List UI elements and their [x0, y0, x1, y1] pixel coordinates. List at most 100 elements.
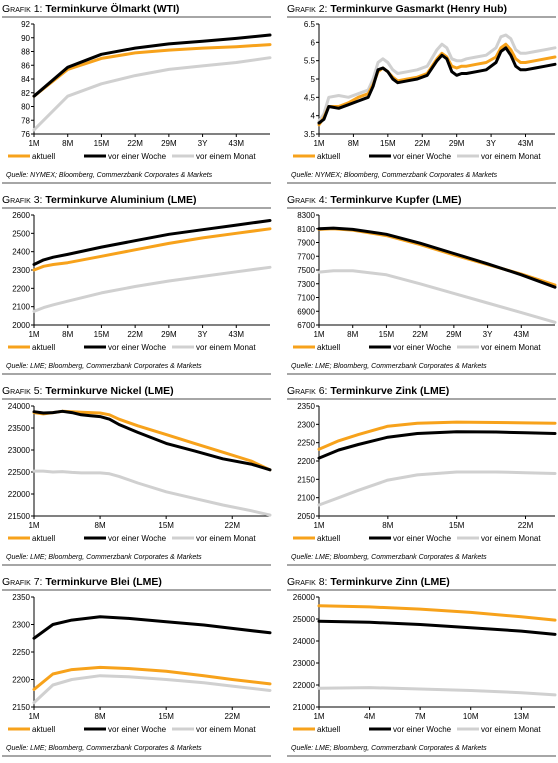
- chart-7: 2150 2200 2250 2300 2350 1M 8M 15M 22M aktuell vor…: [8, 593, 272, 734]
- chart-source-6: Quelle: LME; Bloomberg, Commerzbank Corp…: [291, 554, 487, 561]
- title-rule: [287, 398, 556, 400]
- y-tick-label: 2050: [297, 512, 315, 521]
- y-tick-label: 2500: [12, 229, 30, 238]
- y-tick-label: 2600: [12, 211, 30, 220]
- chart-panel-7: Grafik 7: Terminkurve Blei (LME) 2150 220…: [2, 575, 273, 763]
- source-rule: [287, 182, 556, 184]
- series-line-vor-einem-monat: [317, 33, 557, 123]
- chart-title-2: Grafik 2: Terminkurve Gasmarkt (Henry Hu…: [287, 3, 507, 15]
- x-tick-label: 1M: [28, 139, 39, 148]
- series-line-aktuell: [317, 604, 557, 622]
- x-tick-label: 15M: [158, 712, 174, 721]
- x-tick-label: 8M: [348, 139, 359, 148]
- x-tick-label: 8M: [95, 712, 106, 721]
- y-tick-label: 6.5: [304, 20, 316, 29]
- y-tick-label: 22000: [293, 681, 316, 690]
- series-line-vor-einer-woche: [32, 219, 272, 266]
- x-tick-label: 8M: [62, 330, 73, 339]
- y-tick-label: 92: [21, 20, 30, 29]
- series-line-vor-einer-woche: [32, 615, 272, 640]
- y-tick-label: 7500: [297, 266, 315, 275]
- y-tick-label: 23000: [8, 446, 31, 455]
- x-tick-label: 10M: [463, 712, 479, 721]
- y-tick-label: 22000: [8, 490, 31, 499]
- series-line-aktuell: [317, 420, 557, 451]
- legend-label-vor-einer-woche: vor einer Woche: [108, 343, 167, 352]
- legend-label-aktuell: aktuell: [32, 534, 55, 543]
- legend-label-vor-einer-woche: vor einer Woche: [108, 725, 167, 734]
- y-tick-label: 22500: [8, 468, 31, 477]
- series-line-vor-einer-woche: [317, 619, 557, 636]
- legend-label-aktuell: aktuell: [317, 152, 340, 161]
- y-tick-label: 2300: [12, 621, 30, 630]
- y-tick-label: 2300: [297, 420, 315, 429]
- legend-label-vor-einem-monat: vor einem Monat: [481, 725, 541, 734]
- chart-title-1: Grafik 1: Terminkurve Ölmarkt (WTI): [2, 3, 180, 15]
- x-tick-label: 43M: [514, 330, 530, 339]
- chart-2: 3.5 4 4.5 5 5.5 6 6.5 1M 8M 15M 22M 29M 3Y 43M aktuell…: [293, 20, 557, 161]
- series-line-vor-einem-monat: [32, 674, 272, 705]
- y-tick-label: 2300: [12, 266, 30, 275]
- chart-title-3: Grafik 3: Terminkurve Aluminium (LME): [2, 194, 197, 206]
- x-tick-label: 22M: [127, 330, 143, 339]
- legend-label-aktuell: aktuell: [32, 152, 55, 161]
- x-tick-label: 1M: [28, 521, 39, 530]
- series-line-vor-einem-monat: [32, 56, 272, 132]
- y-tick-label: 23500: [8, 424, 31, 433]
- y-tick-label: 24000: [8, 402, 31, 411]
- x-tick-label: 22M: [412, 330, 428, 339]
- y-tick-label: 23000: [293, 659, 316, 668]
- y-tick-label: 3.5: [304, 130, 316, 139]
- chart-panel-4: Grafik 4: Terminkurve Kupfer (LME) 6700 6…: [287, 193, 558, 381]
- y-tick-label: 24000: [293, 637, 316, 646]
- chart-4: 6700 6900 7100 7300 7500 7700 7900 8100 8300 1M 8M…: [293, 211, 557, 352]
- y-tick-label: 25000: [293, 615, 316, 624]
- chart-source-1: Quelle: NYMEX; Bloomberg, Commerzbank Co…: [6, 172, 213, 179]
- chart-1: 76 78 80 82 84 86 88 90 92 1M 8M 15M 22M 29M 3Y 43M aktu…: [8, 20, 272, 161]
- y-tick-label: 7300: [297, 280, 315, 289]
- y-tick-label: 2200: [297, 457, 315, 466]
- series-line-vor-einem-monat: [317, 269, 557, 324]
- x-tick-label: 1M: [313, 712, 324, 721]
- series-line-aktuell: [32, 43, 272, 98]
- y-tick-label: 6900: [297, 307, 315, 316]
- series-line-vor-einer-woche: [317, 430, 557, 460]
- legend-label-vor-einer-woche: vor einer Woche: [393, 152, 452, 161]
- x-tick-label: 3Y: [486, 139, 496, 148]
- series-line-vor-einer-woche: [317, 46, 557, 125]
- x-tick-label: 22M: [224, 521, 240, 530]
- x-tick-label: 1M: [28, 330, 39, 339]
- legend-label-aktuell: aktuell: [32, 725, 55, 734]
- title-rule: [2, 398, 271, 400]
- source-rule: [2, 755, 271, 757]
- chart-title-6: Grafik 6: Terminkurve Zink (LME): [287, 385, 450, 397]
- legend-label-vor-einem-monat: vor einem Monat: [196, 343, 256, 352]
- legend-label-vor-einem-monat: vor einem Monat: [481, 534, 541, 543]
- chart-title-8: Grafik 8: Terminkurve Zinn (LME): [287, 576, 450, 588]
- series-line-vor-einer-woche: [32, 33, 272, 98]
- x-tick-label: 29M: [449, 139, 465, 148]
- title-rule: [287, 207, 556, 209]
- chart-panel-6: Grafik 6: Terminkurve Zink (LME) 2050 210…: [287, 384, 558, 572]
- x-tick-label: 8M: [95, 521, 106, 530]
- chart-source-4: Quelle: LME; Bloomberg, Commerzbank Corp…: [291, 363, 487, 370]
- x-tick-label: 3Y: [198, 330, 208, 339]
- y-tick-label: 2100: [297, 494, 315, 503]
- chart-panel-1: Grafik 1: Terminkurve Ölmarkt (WTI) 76 78…: [2, 2, 273, 190]
- x-tick-label: 29M: [161, 330, 177, 339]
- x-tick-label: 13M: [514, 712, 530, 721]
- x-tick-label: 8M: [347, 330, 358, 339]
- y-tick-label: 5.5: [304, 57, 316, 66]
- y-tick-label: 21500: [8, 512, 31, 521]
- chart-panel-8: Grafik 8: Terminkurve Zinn (LME) 21000 22…: [287, 575, 558, 763]
- legend-label-vor-einem-monat: vor einem Monat: [196, 152, 256, 161]
- y-tick-label: 6: [311, 38, 316, 47]
- source-rule: [2, 182, 271, 184]
- x-tick-label: 22M: [518, 521, 534, 530]
- series-line-aktuell: [317, 227, 557, 287]
- x-tick-label: 3Y: [198, 139, 208, 148]
- chart-panel-3: Grafik 3: Terminkurve Aluminium (LME) 20…: [2, 193, 273, 381]
- y-tick-label: 2350: [12, 593, 30, 602]
- chart-panel-2: Grafik 2: Terminkurve Gasmarkt (Henry Hu…: [287, 2, 558, 190]
- x-tick-label: 29M: [446, 330, 462, 339]
